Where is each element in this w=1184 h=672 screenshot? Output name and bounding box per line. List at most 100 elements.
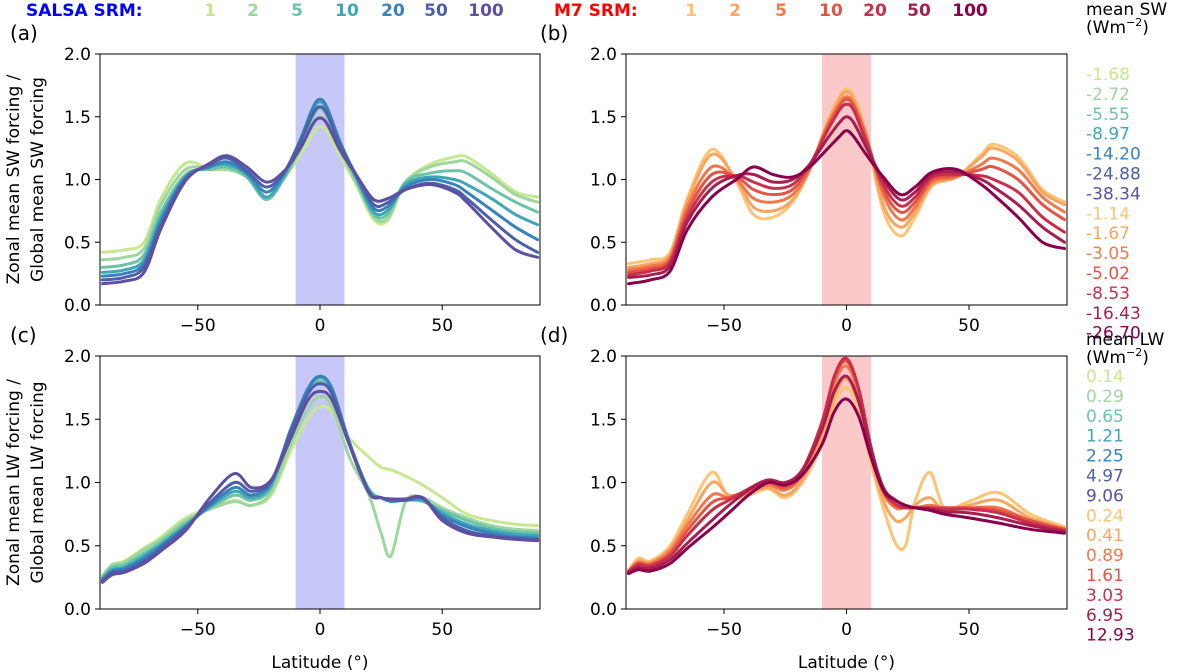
legend-sw-salsa-value: -5.55 [1086, 105, 1130, 125]
legend-lw-m7-value: 0.41 [1086, 526, 1124, 546]
tropics-shade [295, 54, 345, 305]
salsa-srm-label: SALSA SRM: [26, 1, 143, 21]
y-tick-label: 0.5 [590, 537, 617, 557]
salsa-level-10: 10 [335, 1, 359, 21]
y-tick-label: 0.5 [590, 233, 617, 253]
legend-lw-m7-value: 0.24 [1086, 506, 1124, 526]
y-tick-label: 2.0 [64, 347, 91, 367]
x-tick-label: 50 [431, 620, 453, 640]
legend-lw-salsa-value: 9.06 [1086, 486, 1124, 506]
panel-d: 0.0 0.5 1.0 1.5 2.0 −50 0 50 (d) Latitude (°) [540, 323, 1068, 672]
m7-level-1: 1 [685, 1, 697, 21]
legend-sw-m7-value: -16.43 [1086, 304, 1141, 324]
x-tick-label: −50 [180, 316, 216, 336]
series-line-5 [100, 374, 540, 582]
legend-lw-units-exp: −2 [1126, 346, 1142, 359]
legend-lw-salsa-value: 1.21 [1086, 427, 1124, 447]
y-tick-label: 1.0 [64, 474, 91, 494]
legend-sw-values: -1.68-2.72-5.55-8.97-14.20-24.88-38.34-1… [1086, 65, 1141, 344]
salsa-level-1: 1 [204, 1, 216, 21]
legend-lw-title: mean LW [1086, 330, 1165, 350]
series-line-5 [627, 102, 1066, 277]
panels: 0.0 0.5 1.0 1.5 2.0 −50 0 50 (a) Zonal mean SW fo… [4, 21, 1068, 672]
m7-level-100: 100 [952, 1, 988, 21]
m7-level-50: 50 [907, 1, 931, 21]
y-tick-label: 1.5 [590, 108, 617, 128]
panel-label: (d) [540, 323, 568, 347]
series-line-1 [100, 125, 540, 254]
legend-lw-salsa-value: 4.97 [1086, 467, 1124, 487]
y-axis-label: Global mean LW forcing [28, 381, 48, 583]
series-group [100, 374, 540, 584]
m7-level-2: 2 [729, 1, 741, 21]
y-tick-label: 0.0 [64, 296, 91, 316]
legend-sw-m7-value: -5.02 [1086, 264, 1130, 284]
legend-sw-units-end: ) [1142, 18, 1149, 38]
series-group [627, 87, 1066, 286]
legend-sw-m7-value: -1.14 [1086, 204, 1130, 224]
y-tick-label: 2.0 [590, 347, 617, 367]
series-line-3 [627, 95, 1066, 272]
m7-srm-label: M7 SRM: [554, 1, 638, 21]
x-tick-label: −50 [706, 316, 742, 336]
x-tick-label: 50 [958, 620, 980, 640]
y-tick-label: 1.0 [590, 474, 617, 494]
legend-sw-salsa-value: -8.97 [1086, 125, 1130, 145]
m7-level-10: 10 [819, 1, 843, 21]
srm-level-list: 1 1 2 2 5 5 10 10 20 20 50 50 100 100 [204, 1, 988, 21]
x-axis-label: Latitude (°) [798, 653, 895, 672]
legend-lw-units: (Wm−2) [1086, 346, 1149, 368]
x-tick-label: −50 [706, 620, 742, 640]
series-line-7 [627, 129, 1066, 286]
series-line-6 [627, 374, 1066, 574]
legend-lw-salsa-value: 0.65 [1086, 407, 1124, 427]
y-tick-label: 0.0 [590, 600, 617, 620]
series-line-2 [100, 394, 540, 578]
x-tick-label: 50 [958, 316, 980, 336]
y-tick-label: 0.0 [590, 296, 617, 316]
m7-level-20: 20 [863, 1, 887, 21]
series-line-6 [100, 382, 540, 583]
y-axis-label: Global mean SW forcing [28, 77, 48, 282]
legend-lw-units-base: (Wm [1086, 348, 1126, 368]
salsa-level-5: 5 [291, 1, 303, 21]
series-line-7 [100, 389, 540, 584]
legend-lw-units-end: ) [1142, 348, 1149, 368]
salsa-level-20: 20 [381, 1, 405, 21]
y-axis-label: Zonal mean SW forcing / [4, 74, 24, 284]
y-tick-label: 0.0 [64, 600, 91, 620]
series-group [100, 97, 540, 286]
salsa-level-50: 50 [424, 1, 448, 21]
panel-a: 0.0 0.5 1.0 1.5 2.0 −50 0 50 (a) Zonal mean SW fo… [4, 21, 541, 336]
legend-lw-values: 0.140.290.651.212.254.979.060.240.410.89… [1086, 367, 1135, 646]
legend-lw-m7-value: 3.03 [1086, 586, 1124, 606]
series-line-7 [627, 397, 1066, 576]
tropics-shade [295, 356, 345, 609]
legend-sw-salsa-value: -1.68 [1086, 65, 1130, 85]
y-tick-label: 1.0 [64, 171, 91, 191]
x-axis-label: Latitude (°) [271, 653, 368, 672]
mean-forcing-legends: mean SW (Wm−2) -1.68-2.72-5.55-8.97-14.2… [1086, 0, 1167, 646]
x-tick-label: 0 [841, 316, 852, 336]
legend-lw-m7-value: 1.61 [1086, 566, 1124, 586]
x-tick-label: 0 [315, 316, 326, 336]
series-line-1 [100, 404, 540, 578]
series-line-3 [100, 379, 540, 579]
panel-label: (c) [10, 323, 37, 347]
legend-sw-salsa-value: -14.20 [1086, 145, 1141, 165]
y-tick-label: 0.5 [64, 233, 91, 253]
legend-lw-m7-value: 0.89 [1086, 546, 1124, 566]
legend-sw-title: mean SW [1086, 0, 1167, 20]
x-tick-label: 0 [841, 620, 852, 640]
srm-header: SALSA SRM: M7 SRM: [26, 1, 638, 21]
series-line-4 [627, 97, 1066, 274]
legend-sw-units-exp: −2 [1126, 16, 1142, 29]
legend-sw-salsa-value: -2.72 [1086, 85, 1130, 105]
y-axis-label: Zonal mean LW forcing / [4, 379, 24, 586]
legend-sw-m7-value: -3.05 [1086, 244, 1130, 264]
m7-level-5: 5 [775, 1, 787, 21]
x-tick-label: 0 [315, 620, 326, 640]
legend-lw-m7-value: 6.95 [1086, 606, 1124, 626]
legend-sw-units: (Wm−2) [1086, 16, 1149, 38]
